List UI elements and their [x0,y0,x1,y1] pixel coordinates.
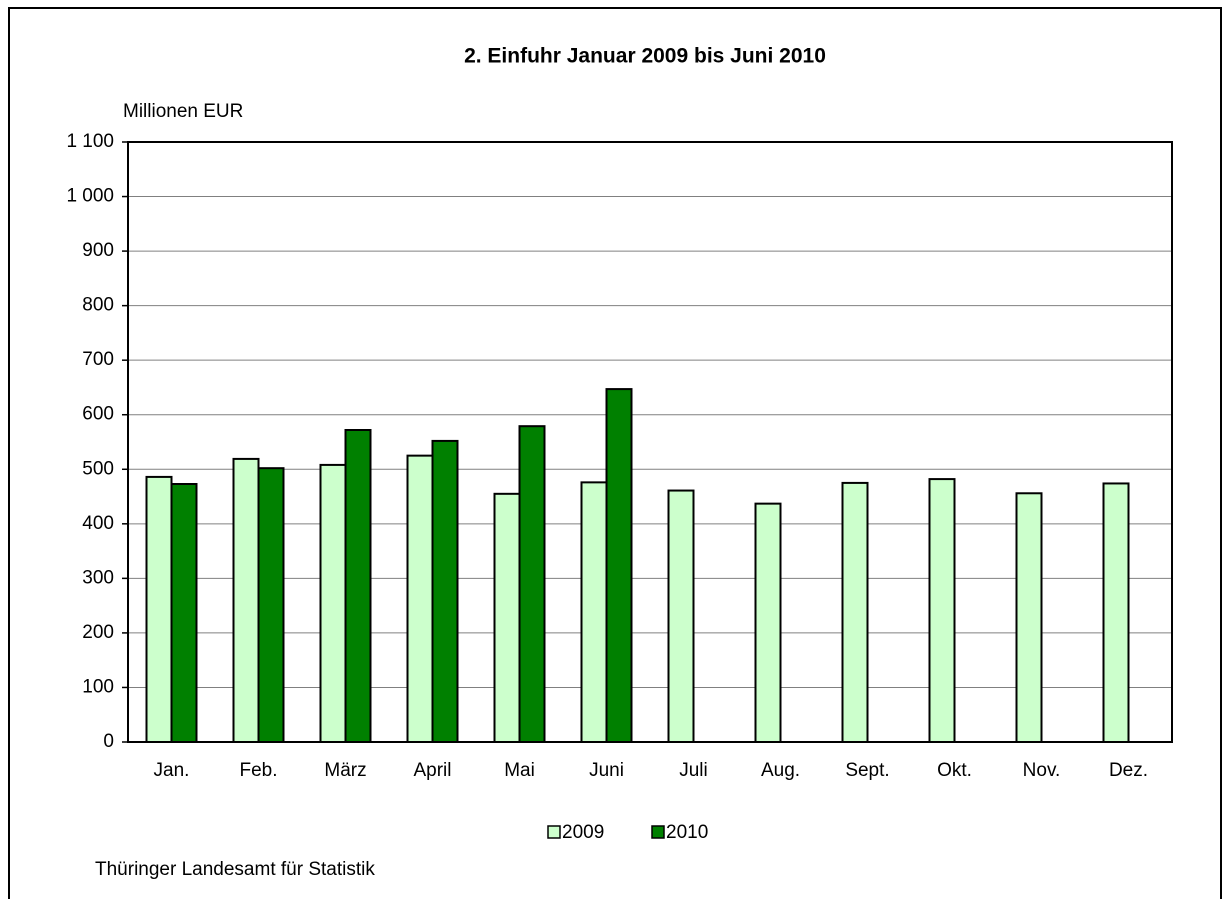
bar [319,463,347,743]
bar [170,483,198,743]
x-tick-label: Juni [589,760,624,781]
bar [518,425,546,743]
x-tick-label: Feb. [239,760,277,781]
x-tick-label: Jan. [154,760,190,781]
bar [1102,482,1130,743]
bar [406,454,434,743]
x-tick-label: Sept. [845,760,889,781]
legend-label: 2009 [562,822,604,843]
y-tick-label: 900 [82,240,114,261]
y-axis-label: Millionen EUR [123,101,243,122]
y-tick-label: 700 [82,349,114,370]
bar [754,502,782,743]
bar [667,489,695,743]
y-tick-label: 1 100 [66,131,114,152]
bar [928,478,956,743]
x-tick-label: Juli [679,760,708,781]
y-tick-label: 100 [82,676,114,697]
x-tick-label: Mai [504,760,535,781]
x-tick-label: Aug. [761,760,800,781]
y-tick-label: 400 [82,513,114,534]
x-tick-label: Nov. [1023,760,1061,781]
bar [493,492,521,743]
bar [605,388,633,743]
bar [232,457,260,743]
y-tick-label: 300 [82,567,114,588]
bar [580,481,608,743]
x-tick-label: März [324,760,366,781]
x-tick-label: Dez. [1109,760,1148,781]
bar [145,475,173,743]
bar [431,439,459,743]
bar [841,481,869,743]
y-tick-label: 200 [82,622,114,643]
bar [344,429,372,743]
y-tick-label: 800 [82,295,114,316]
x-tick-label: April [413,760,451,781]
legend-swatch [651,825,665,839]
source: Thüringer Landesamt für Statistik [95,859,375,880]
y-tick-label: 600 [82,404,114,425]
bar [1015,492,1043,744]
chart-title: 2. Einfuhr Januar 2009 bis Juni 2010 [464,45,826,68]
y-tick-label: 1 000 [66,186,114,207]
y-tick-label: 500 [82,458,114,479]
legend-label: 2010 [666,822,708,843]
bar [257,467,285,743]
legend-swatch [547,825,561,839]
x-tick-label: Okt. [937,760,972,781]
y-tick-label: 0 [103,731,114,752]
